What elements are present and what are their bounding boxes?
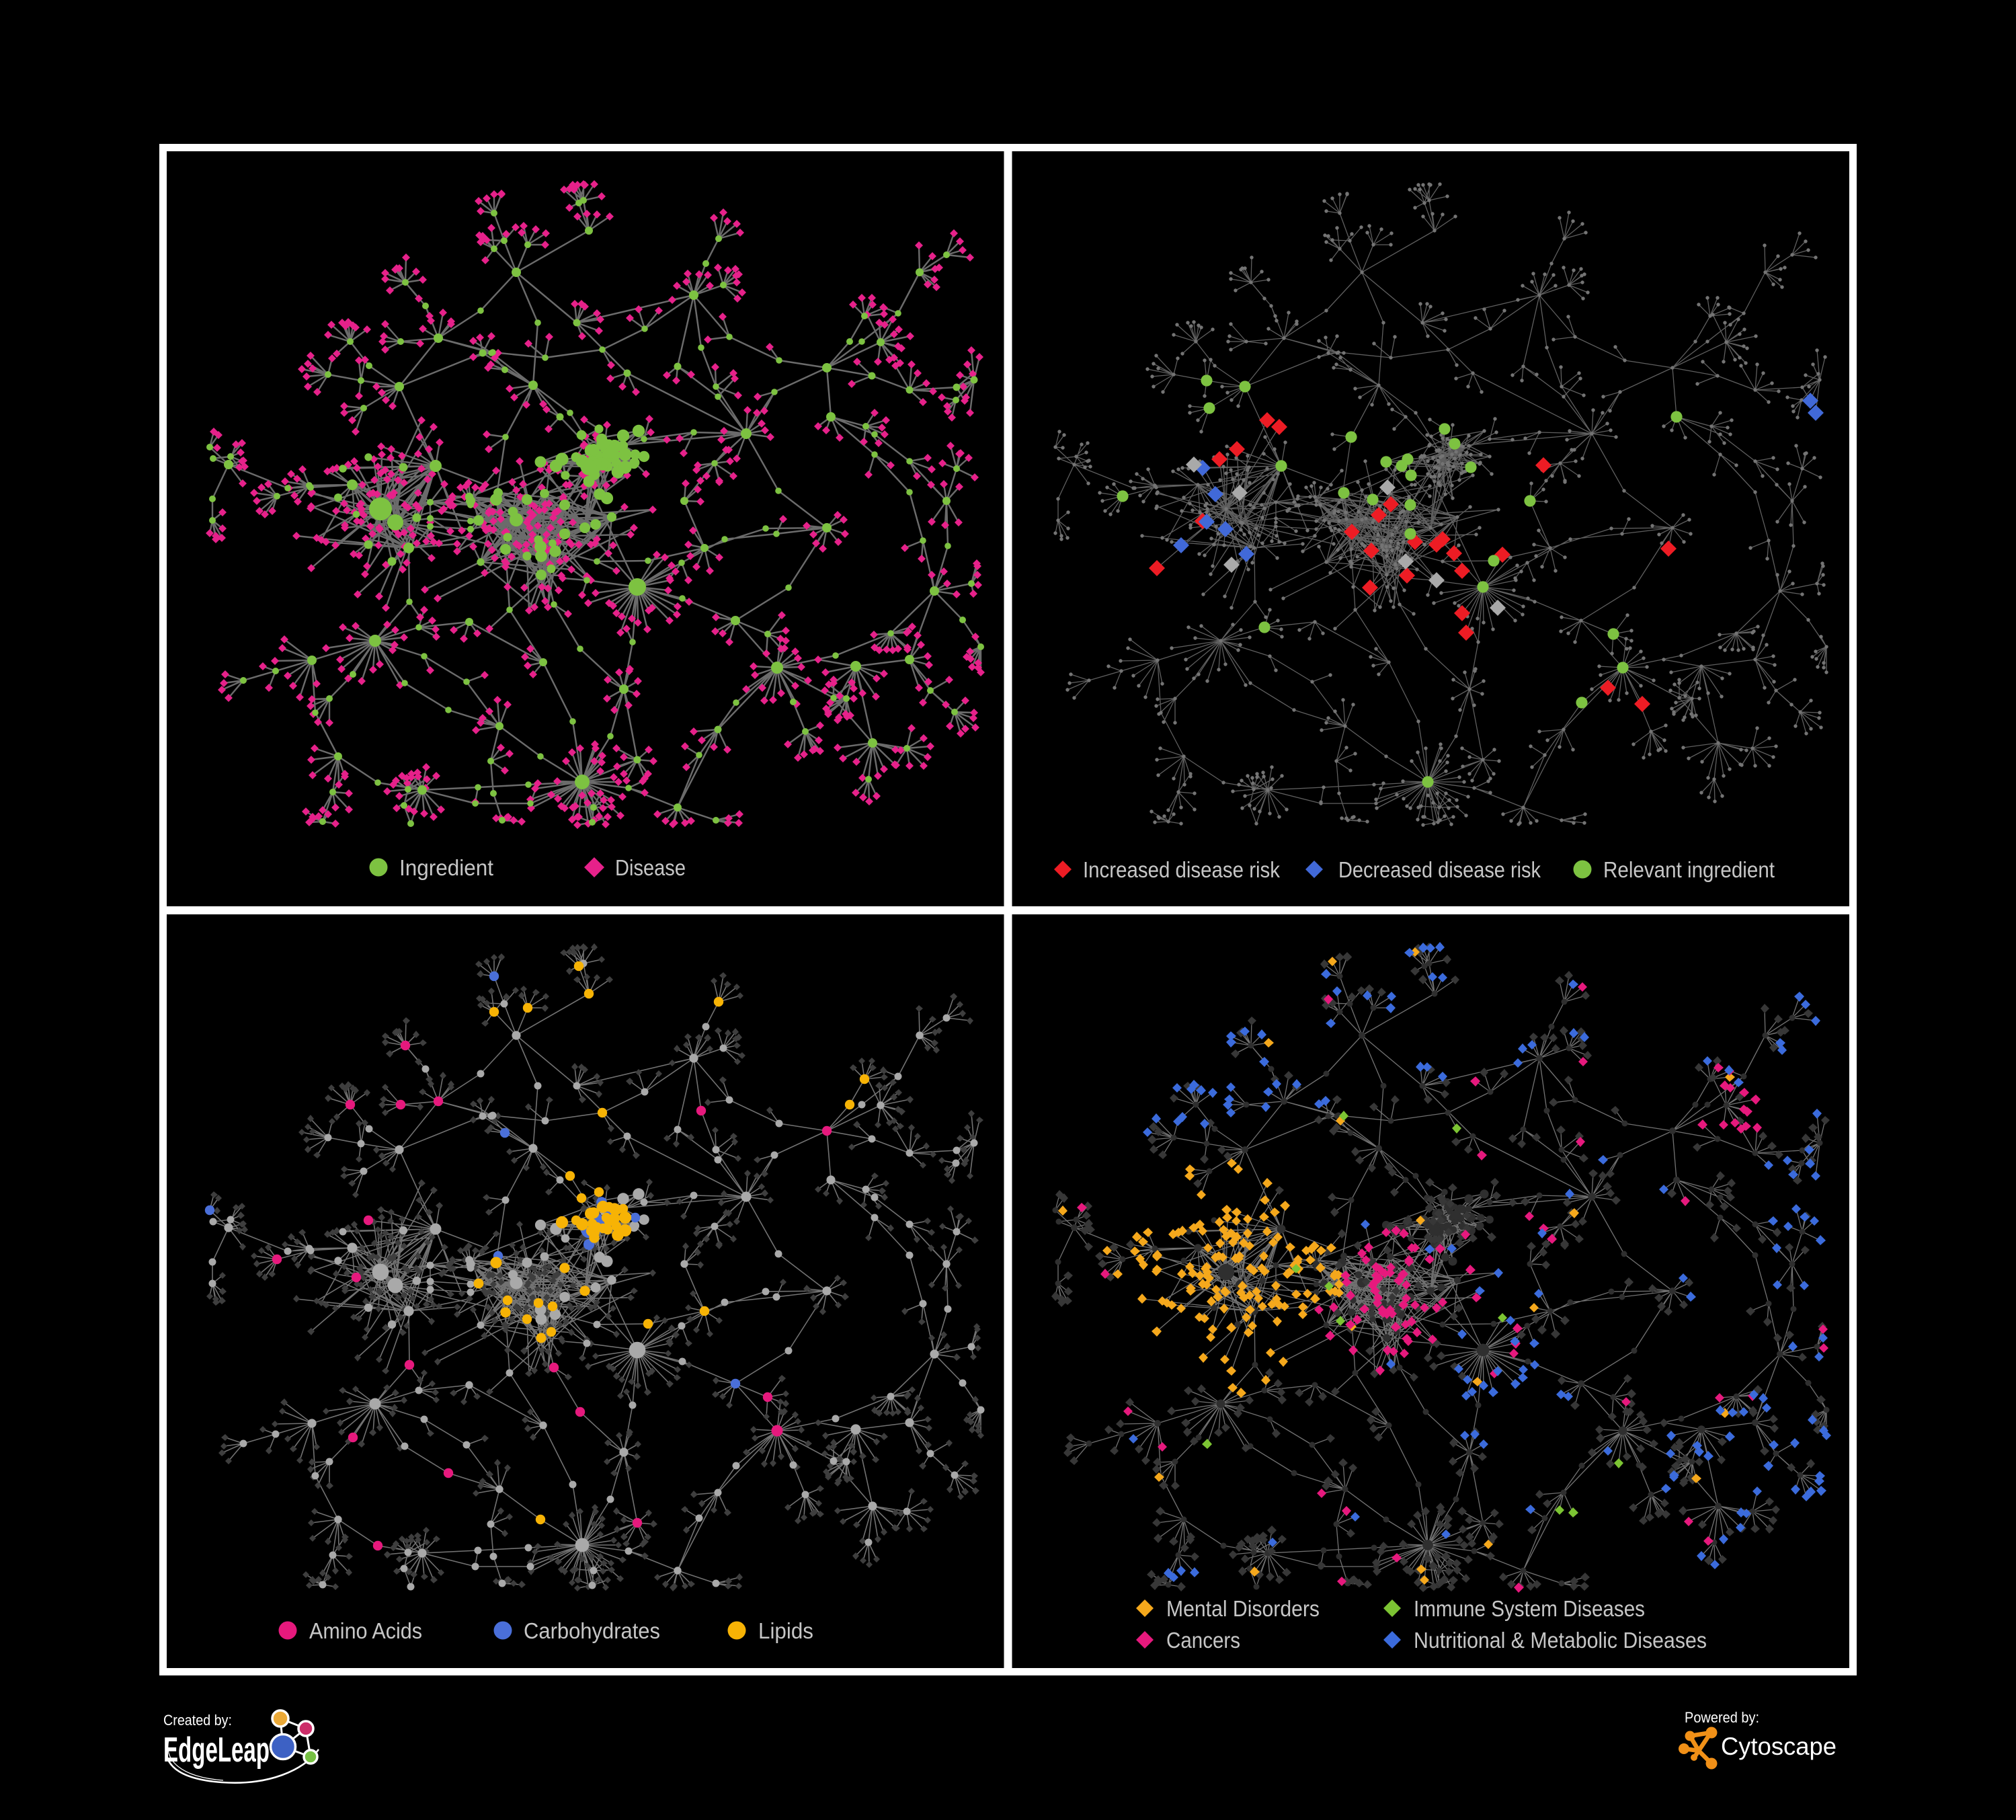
svg-text:Amino Acids: Amino Acids (309, 1618, 422, 1643)
svg-text:EdgeLeap: EdgeLeap (163, 1731, 270, 1770)
svg-text:Created by:: Created by: (163, 1712, 232, 1729)
svg-text:Cytoscape: Cytoscape (1721, 1733, 1837, 1760)
svg-text:Nutritional & Metabolic Diseas: Nutritional & Metabolic Diseases (1414, 1628, 1707, 1653)
svg-text:Decreased disease risk: Decreased disease risk (1338, 857, 1541, 882)
svg-text:Mental Disorders: Mental Disorders (1166, 1596, 1320, 1621)
svg-text:Powered by:: Powered by: (1685, 1709, 1759, 1726)
svg-text:Disease: Disease (615, 855, 686, 880)
svg-text:Carbohydrates: Carbohydrates (524, 1618, 660, 1643)
svg-text:Relevant ingredient: Relevant ingredient (1603, 857, 1775, 882)
svg-text:Ingredient: Ingredient (399, 855, 493, 880)
svg-text:Cancers: Cancers (1166, 1628, 1240, 1653)
svg-text:Immune System Diseases: Immune System Diseases (1414, 1596, 1645, 1621)
svg-text:Increased disease risk: Increased disease risk (1083, 857, 1280, 882)
svg-text:Lipids: Lipids (758, 1618, 813, 1643)
